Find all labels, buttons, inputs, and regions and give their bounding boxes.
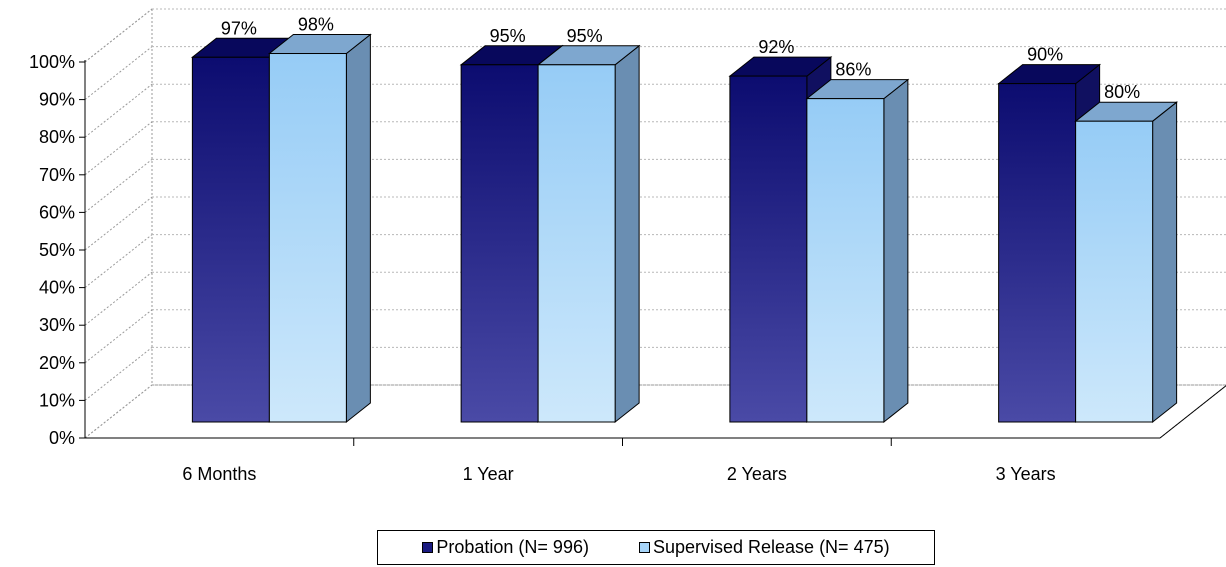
data-label: 95% — [567, 26, 603, 46]
legend: Probation (N= 996) Supervised Release (N… — [377, 530, 935, 565]
y-tick-label: 90% — [39, 90, 75, 110]
y-tick-label: 10% — [39, 390, 75, 410]
y-tick-label: 70% — [39, 165, 75, 185]
bar-front — [998, 83, 1077, 423]
bar-side — [1152, 101, 1178, 424]
y-tick-label: 100% — [29, 52, 75, 72]
chart: 0% 10% 20% 30% 40% 50% 60% 70% 80% 90% 100% 97% 98%… — [29, 8, 1226, 484]
category-labels: 6 Months 1 Year 2 Years 3 Years — [182, 464, 1055, 484]
legend-swatch-probation — [422, 542, 434, 553]
floor-right-edge — [1159, 385, 1226, 439]
bar-side — [883, 78, 909, 424]
bar-front — [191, 56, 270, 423]
bar — [805, 78, 910, 424]
data-label: 92% — [758, 37, 794, 57]
data-label: 90% — [1027, 45, 1063, 65]
data-label: 97% — [221, 18, 257, 38]
y-tick-label: 30% — [39, 315, 75, 335]
data-label: 80% — [1104, 82, 1140, 102]
data-labels: 97% 98% 95% 95% 92% 86% 90% 80% — [221, 15, 1140, 103]
category-label: 2 Years — [727, 464, 787, 484]
legend-item-supervised-release: Supervised Release (N= 475) — [638, 537, 890, 558]
bar-front — [806, 98, 885, 423]
y-tick-label: 60% — [39, 202, 75, 222]
bar-front — [1075, 120, 1154, 423]
legend-item-probation: Probation (N= 996) — [422, 537, 589, 558]
bar-side — [614, 44, 640, 424]
category-label: 1 Year — [463, 464, 514, 484]
bar-front — [537, 64, 616, 423]
category-label: 6 Months — [182, 464, 256, 484]
data-label: 95% — [490, 26, 526, 46]
y-tick-label: 20% — [39, 353, 75, 373]
y-tick-label: 0% — [49, 428, 75, 448]
legend-label-supervised-release: Supervised Release (N= 475) — [652, 537, 890, 557]
legend-label-probation: Probation (N= 996) — [436, 537, 589, 557]
y-tick-label: 50% — [39, 240, 75, 260]
data-label: 98% — [298, 15, 334, 35]
bar-front — [729, 75, 808, 423]
bar-side — [345, 33, 371, 424]
bars — [190, 33, 1179, 424]
bar — [267, 33, 372, 424]
bar-front — [460, 64, 539, 423]
gridlines — [84, 8, 1226, 439]
y-tick-label: 40% — [39, 278, 75, 298]
bar — [1074, 101, 1179, 424]
y-tick-labels: 0% 10% 20% 30% 40% 50% 60% 70% 80% 90% 100% — [29, 52, 75, 448]
category-label: 3 Years — [996, 464, 1056, 484]
bar-front — [268, 53, 347, 423]
data-label: 86% — [835, 60, 871, 80]
legend-swatch-supervised-release — [638, 542, 650, 553]
axes — [79, 60, 1160, 446]
y-tick-label: 80% — [39, 127, 75, 147]
bar — [536, 44, 641, 424]
